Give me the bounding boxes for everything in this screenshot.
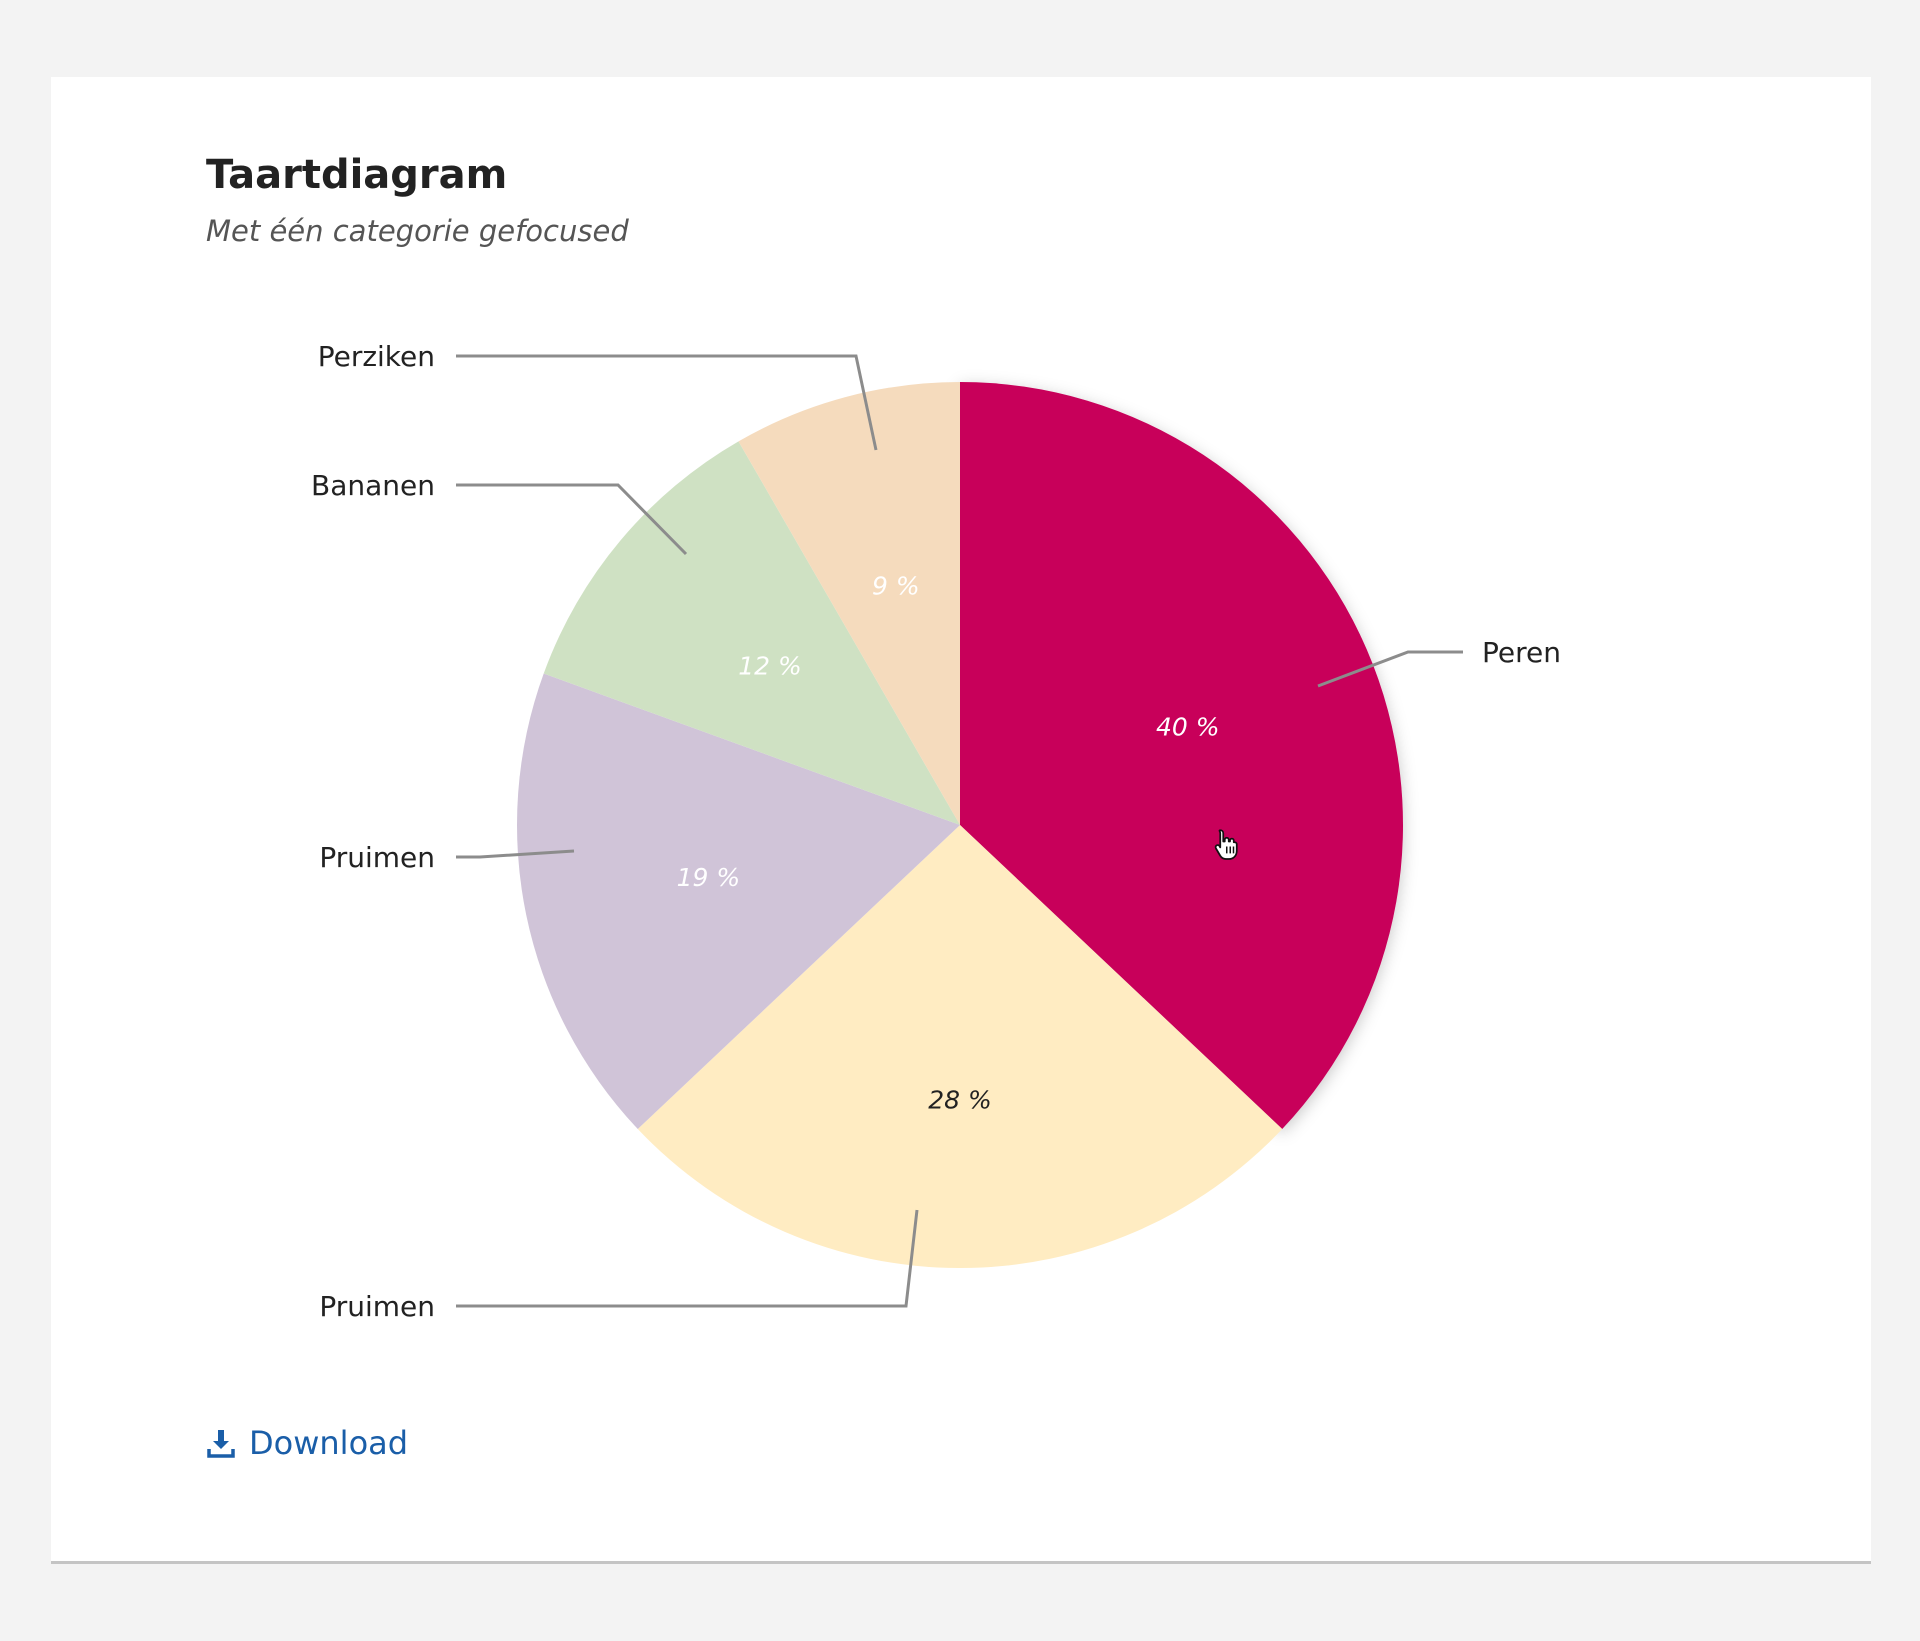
- leader-line: [1317, 650, 1463, 688]
- chart-subtitle: Met één categorie gefocused: [206, 214, 629, 248]
- pie-slice-1[interactable]: [960, 382, 1403, 1130]
- download-icon: [207, 1430, 235, 1458]
- pie-slice-4[interactable]: [543, 441, 960, 825]
- slice-value-label: 28 %: [928, 1086, 992, 1115]
- leader-line: [456, 849, 575, 859]
- slice-value-label: 9 %: [872, 571, 920, 600]
- pointer-cursor-icon: [1214, 829, 1238, 860]
- pie-slice-3[interactable]: [517, 673, 960, 1130]
- slice-category-label: Pruimen: [319, 1290, 435, 1323]
- download-label: Download: [249, 1424, 409, 1462]
- slice-value-label: 40 %: [1156, 713, 1220, 742]
- leader-line: [456, 483, 688, 556]
- slice-category-label: Peren: [1482, 636, 1561, 669]
- slice-category-label: Bananen: [311, 469, 435, 502]
- slice-value-label: 12 %: [738, 652, 802, 681]
- slice-category-label: Perziken: [318, 340, 435, 373]
- leader-line: [456, 354, 878, 451]
- slice-category-label: Pruimen: [319, 841, 435, 874]
- leader-line: [456, 1209, 919, 1308]
- pie-slice-2[interactable]: [637, 825, 1283, 1268]
- chart-title: Taartdiagram: [206, 152, 508, 198]
- slice-value-label: 19 %: [677, 863, 741, 892]
- pie-slice-5[interactable]: [738, 382, 961, 825]
- download-button[interactable]: Download: [207, 1424, 408, 1462]
